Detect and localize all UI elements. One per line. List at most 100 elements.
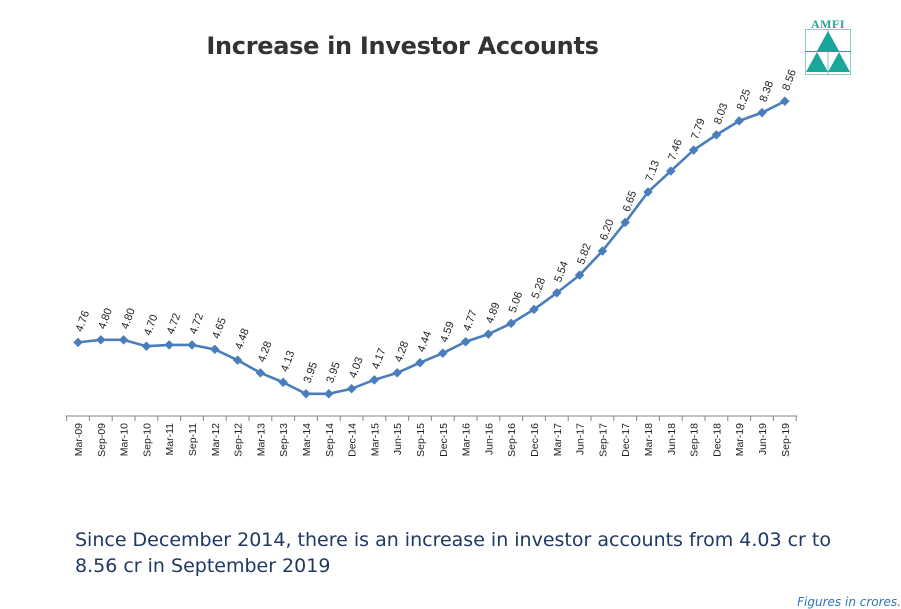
data-label: 4.03 [347,356,366,380]
data-point-marker [506,318,517,329]
x-tick-label: Mar-19 [734,423,746,456]
x-tick-label: Sep-19 [780,423,792,457]
data-point-marker [597,246,608,256]
data-label: 5.54 [552,260,571,284]
data-label: 3.95 [302,361,321,385]
x-tick-label: Mar-12 [210,423,222,456]
data-point-marker [643,187,653,197]
data-point-marker [711,130,722,140]
data-label: 4.70 [142,313,161,337]
x-tick-label: Mar-09 [73,423,85,456]
data-label: 4.72 [165,312,184,336]
x-tick-label: Mar-16 [461,423,473,456]
data-label: 4.59 [438,320,457,344]
x-tick-label: Jun-17 [575,423,587,455]
data-label: 4.13 [279,349,298,373]
chart-title: Increase in Investor Accounts [206,32,599,60]
data-point-marker [392,367,403,378]
x-tick-label: Jun-18 [666,423,678,455]
x-tick-label: Mar-17 [552,423,564,456]
data-label: 4.28 [256,340,275,364]
x-tick-label: Sep-13 [278,423,290,457]
data-point-marker [301,388,311,399]
x-tick-label: Jun-16 [483,423,495,455]
data-label: 4.65 [210,316,229,340]
data-point-marker [415,357,425,368]
data-label: 4.80 [96,307,115,331]
caption-text: Since December 2014, there is an increas… [75,529,831,577]
data-point-marker [209,344,220,355]
data-label: 8.56 [780,68,799,92]
data-point-marker [369,374,380,385]
x-tick-label: Sep-14 [324,423,336,457]
data-point-marker [483,329,494,339]
x-tick-label: Mar-18 [643,423,655,456]
x-tick-label: Sep-18 [689,423,701,457]
data-label: 4.89 [484,301,503,325]
data-label: 6.65 [621,189,640,213]
data-label: 4.77 [461,309,480,333]
data-label: 4.80 [119,307,138,331]
data-point-marker [460,336,471,347]
x-tick-label: Sep-15 [415,423,427,457]
x-tick-label: Mar-15 [369,423,381,456]
data-point-marker [141,341,152,352]
data-point-marker [551,288,562,298]
data-point-marker [118,334,129,345]
data-label: 7.46 [666,138,685,162]
data-label: 4.44 [416,329,435,353]
data-point-marker [164,340,175,350]
x-tick-label: Sep-12 [233,423,245,457]
data-point-marker [232,355,243,366]
x-tick-label: Mar-11 [164,423,176,456]
x-tick-label: Dec-16 [529,423,541,457]
data-point-marker [620,217,631,228]
amfi-logo: AMFI [803,17,853,77]
x-tick-label: Mar-14 [301,423,313,456]
data-label: 8.38 [758,79,777,103]
x-tick-label: Dec-17 [620,423,632,457]
x-tick-label: Jun-19 [757,423,769,455]
data-label: 4.17 [370,347,389,371]
x-tick-label: Sep-09 [96,423,108,457]
x-tick-label: Mar-13 [255,423,267,456]
data-label: 8.03 [712,102,731,126]
data-label: 5.06 [507,290,526,314]
data-label: 7.79 [689,117,708,141]
data-point-marker [73,337,83,348]
data-point-marker [734,116,745,126]
data-point-marker [665,166,676,176]
x-tick-label: Jun-15 [392,423,404,455]
x-tick-label: Dec-18 [711,423,723,457]
data-point-marker [779,96,790,107]
data-label: 5.28 [530,276,549,300]
data-point-marker [95,334,106,345]
data-point-marker [437,348,448,359]
data-label: 7.13 [644,159,663,183]
data-label: 3.95 [324,361,343,385]
data-point-marker [688,145,699,155]
data-label: 4.76 [74,309,93,333]
data-point-marker [187,340,197,350]
data-point-marker [255,367,266,378]
data-point-marker [574,270,585,280]
units-footnote: Figures in crores. [797,595,901,609]
data-point-marker [757,107,767,118]
data-point-marker [346,383,357,394]
x-tick-label: Mar-10 [119,423,131,456]
data-label: 4.72 [188,312,207,336]
x-tick-label: Dec-14 [347,423,359,457]
x-tick-label: Dec-15 [438,423,450,457]
logo-triangles-icon [805,29,851,75]
data-label: 8.25 [735,88,754,112]
data-point-marker [323,388,334,399]
logo-text: AMFI [811,17,845,31]
x-tick-label: Sep-10 [141,423,153,457]
data-label: 4.28 [393,340,412,364]
x-tick-label: Sep-17 [597,423,609,457]
data-label: 4.48 [233,327,252,351]
data-point-marker [278,377,289,388]
x-tick-label: Sep-11 [187,423,199,456]
data-point-marker [529,304,539,315]
